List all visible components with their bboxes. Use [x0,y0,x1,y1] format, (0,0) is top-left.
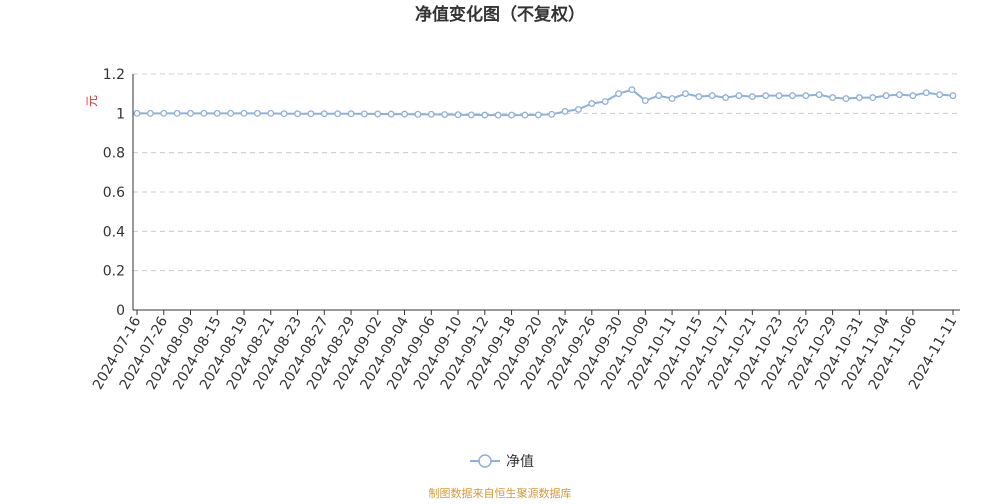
data-point [802,92,810,100]
chart-title: 净值变化图（不复权） [415,4,585,25]
data-point [454,111,462,119]
data-point [708,92,716,100]
data-point [574,105,582,113]
data-point [896,91,903,99]
data-point [855,94,863,102]
data-point [722,94,730,102]
data-point [374,110,382,118]
data-point [267,109,275,117]
data-point [641,97,649,104]
data-point [748,93,756,101]
data-point [548,110,556,118]
data-point [160,109,168,117]
data-point [882,92,890,100]
data-point [842,95,850,103]
data-point [441,111,449,118]
data-point [829,94,837,102]
data-point [227,109,235,117]
data-point [200,109,208,117]
data-point [936,91,944,99]
y-tick-label: 0.6 [103,185,125,201]
data-point [655,92,663,100]
data-point [628,86,636,94]
data-point [320,110,328,118]
data-point [949,92,957,100]
source-note: 制图数据来自恒生聚源数据库 [429,486,572,500]
y-tick-label: 1 [116,106,125,122]
data-point [173,109,181,117]
y-tick-label: 1.2 [103,67,125,83]
data-point [360,110,368,118]
data-point [387,110,395,118]
data-point [401,110,408,118]
data-point [922,89,930,97]
data-point [467,111,475,119]
legend-label: 净值 [506,454,534,470]
data-point [762,92,770,100]
data-point [534,111,542,119]
data-point [615,90,623,98]
data-point [521,111,529,119]
data-point [347,110,355,118]
data-point [253,109,261,117]
data-point [481,111,489,119]
data-point [494,111,502,119]
data-point [146,109,154,117]
legend-marker [478,454,492,468]
data-point [735,92,743,100]
y-tick-label: 0.4 [103,224,125,240]
data-point [682,90,689,98]
y-tick-label: 0.8 [103,146,125,162]
data-point [588,100,596,107]
y-tick-label: 0 [116,303,125,319]
data-point [294,110,301,118]
data-point [869,94,877,102]
y-axis-label: 元 [85,95,99,107]
data-point [187,109,194,117]
data-point [414,110,422,118]
data-point [213,109,221,117]
data-point [334,110,342,118]
data-point [775,92,783,100]
data-point [815,91,823,99]
data-point [427,110,435,118]
data-point [133,109,141,117]
data-point [561,107,569,115]
data-point [909,92,917,100]
data-point [668,95,676,103]
data-point [508,111,516,119]
data-point [601,98,609,105]
data-point [280,110,288,118]
y-tick-label: 0.2 [103,264,125,280]
data-point [789,92,796,100]
data-point [307,110,315,118]
data-point [695,93,703,101]
data-point [240,109,248,117]
